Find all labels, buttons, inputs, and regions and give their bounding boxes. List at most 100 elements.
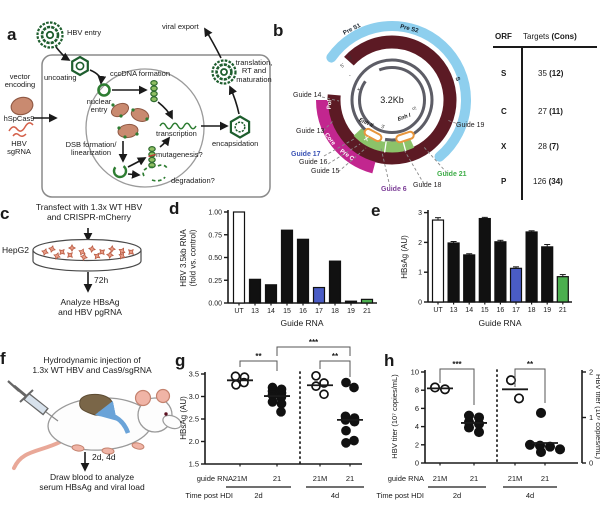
significance-stars: ** bbox=[527, 360, 534, 369]
y-tick-label: 3.0 bbox=[189, 392, 199, 401]
group-guide-label: 21 bbox=[273, 474, 281, 483]
mouse-feet bbox=[71, 442, 145, 455]
y-tick-label: 2.5 bbox=[189, 415, 199, 424]
translation-label: translation, RT and maturation bbox=[235, 58, 273, 84]
row-s-cons: (12) bbox=[549, 69, 564, 78]
hdi-title: Hydrodynamic injection of 1.3x WT HBV an… bbox=[32, 355, 152, 375]
syringe-icon bbox=[7, 380, 59, 422]
y-tick-label: 0.00 bbox=[208, 301, 222, 308]
bar bbox=[360, 298, 374, 304]
encapsidation-label: encapsidation bbox=[212, 139, 259, 148]
x-tick-label: 21 bbox=[363, 308, 371, 315]
y-tick-label: 1 bbox=[418, 270, 422, 277]
x-tick-label: 18 bbox=[528, 307, 536, 314]
plus-strand-ring bbox=[358, 66, 426, 134]
y-tick-label: 6 bbox=[415, 404, 419, 413]
plus-strand-label: + bbox=[357, 87, 360, 93]
cell-icon bbox=[67, 252, 73, 258]
x-arc-tick bbox=[402, 140, 407, 152]
transfection-title: Transfect with 1.3x WT HBV and CRISPR-mC… bbox=[35, 202, 143, 222]
open-data-point bbox=[429, 382, 441, 393]
filled-data-point bbox=[349, 416, 360, 427]
linearized-dna-icon bbox=[112, 163, 128, 179]
guide-leader-line bbox=[446, 119, 462, 126]
bar bbox=[296, 238, 310, 304]
group-guide-label: 21M bbox=[233, 474, 248, 483]
significance-stars: ** bbox=[332, 352, 339, 361]
x-arc-tick bbox=[383, 141, 387, 153]
mutagenesis-label: mutagenesis? bbox=[156, 150, 203, 159]
y-axis-title: HBsAg (AU) bbox=[400, 235, 409, 279]
time-post-hdi-caption: Time post HDI bbox=[185, 491, 233, 500]
x-tick-label: 19 bbox=[347, 308, 355, 315]
uncoating-label: uncoating bbox=[44, 73, 77, 82]
cell-icon bbox=[118, 247, 126, 255]
mutated-dna-icon bbox=[148, 146, 156, 169]
guide-label-5: Guide 6 bbox=[381, 186, 407, 193]
panel-a-art bbox=[8, 21, 271, 198]
table-header-cons-text: (Cons) bbox=[551, 32, 577, 41]
analysis-readout-label: Analyze HBsAg and HBV pgRNA bbox=[58, 297, 122, 317]
significance-bracket bbox=[514, 368, 546, 403]
y-tick-label: 1.00 bbox=[208, 210, 222, 217]
table-row-s-orf: S bbox=[501, 69, 507, 78]
table-row-p-targets: 126 (34) bbox=[533, 177, 563, 187]
cell-icon bbox=[107, 244, 117, 254]
right-y-tick-label: 1 bbox=[589, 413, 593, 422]
x-tick-label: UT bbox=[433, 307, 443, 314]
mouse-eye bbox=[164, 412, 168, 416]
guide-label-8: Guide 19 bbox=[456, 122, 485, 129]
significance-bracket bbox=[239, 360, 278, 371]
nucleus-outline bbox=[85, 68, 205, 188]
group-guide-label: 21 bbox=[541, 474, 549, 483]
row-c-value: 27 bbox=[538, 107, 550, 116]
y-tick-label: 0.75 bbox=[208, 232, 222, 239]
time-group-label: 2d bbox=[254, 491, 262, 500]
minichromosome-icon bbox=[150, 79, 158, 103]
guide-leader-line bbox=[402, 147, 425, 185]
filled-data-point bbox=[349, 382, 359, 393]
cell-icon bbox=[48, 245, 56, 253]
table-row-x-targets: 28 (7) bbox=[538, 142, 559, 152]
bar bbox=[478, 217, 491, 303]
group-guide-label: 21M bbox=[508, 474, 523, 483]
encapsidation-icon bbox=[229, 115, 251, 139]
guide-label-0: Guide 14 bbox=[293, 92, 322, 99]
guide-leader-line bbox=[422, 145, 448, 174]
bar bbox=[280, 229, 294, 304]
cas9-protein-icon bbox=[10, 96, 34, 116]
x-axis-title: Guide RNA bbox=[281, 318, 324, 328]
y-tick-label: 2.0 bbox=[189, 437, 199, 446]
significance-bracket bbox=[319, 360, 351, 377]
panel-f-art bbox=[7, 380, 182, 472]
viral-export-label: viral export bbox=[162, 22, 199, 31]
bar bbox=[447, 242, 460, 303]
y-tick-label: 10 bbox=[411, 368, 419, 377]
guide-label-2: Guide 17 bbox=[291, 151, 321, 158]
guide-rna-caption: guide RNA bbox=[388, 474, 424, 483]
y-tick-label: 0.50 bbox=[208, 255, 222, 262]
filled-data-point bbox=[463, 422, 475, 433]
significance-stars: ** bbox=[255, 352, 262, 361]
filled-data-point bbox=[341, 425, 351, 436]
group-guide-label: 21 bbox=[346, 474, 354, 483]
bar bbox=[463, 254, 476, 303]
bar bbox=[232, 211, 246, 304]
core-orf-arc bbox=[316, 99, 376, 174]
chart-e-hbsag: 0 1 2 3 UT 13 14 15 16 17 18 19 21 Guide RNA HBsAg (AU… bbox=[400, 210, 572, 328]
blood-analysis-label: Draw blood to analyze serum HBsAg and vi… bbox=[39, 472, 145, 492]
filled-data-point bbox=[276, 406, 286, 417]
timepoints-label: 2d, 4d bbox=[92, 452, 116, 462]
significance-bracket bbox=[439, 368, 475, 405]
chromatin-icon bbox=[110, 102, 150, 139]
x-tick-label: 13 bbox=[450, 307, 458, 314]
guide-label-4: Guide 15 bbox=[311, 168, 340, 175]
guide-label-3: Guide 16 bbox=[299, 159, 328, 166]
filled-data-point bbox=[473, 427, 485, 438]
bar bbox=[328, 260, 342, 304]
panel-letter-d: d bbox=[169, 199, 180, 218]
left-y-axis-title: HBV titer (10⁷ copies/mL) bbox=[390, 374, 399, 459]
x-tick-label: 15 bbox=[481, 307, 489, 314]
guide-leader-line bbox=[322, 120, 334, 132]
open-data-point bbox=[230, 371, 241, 382]
